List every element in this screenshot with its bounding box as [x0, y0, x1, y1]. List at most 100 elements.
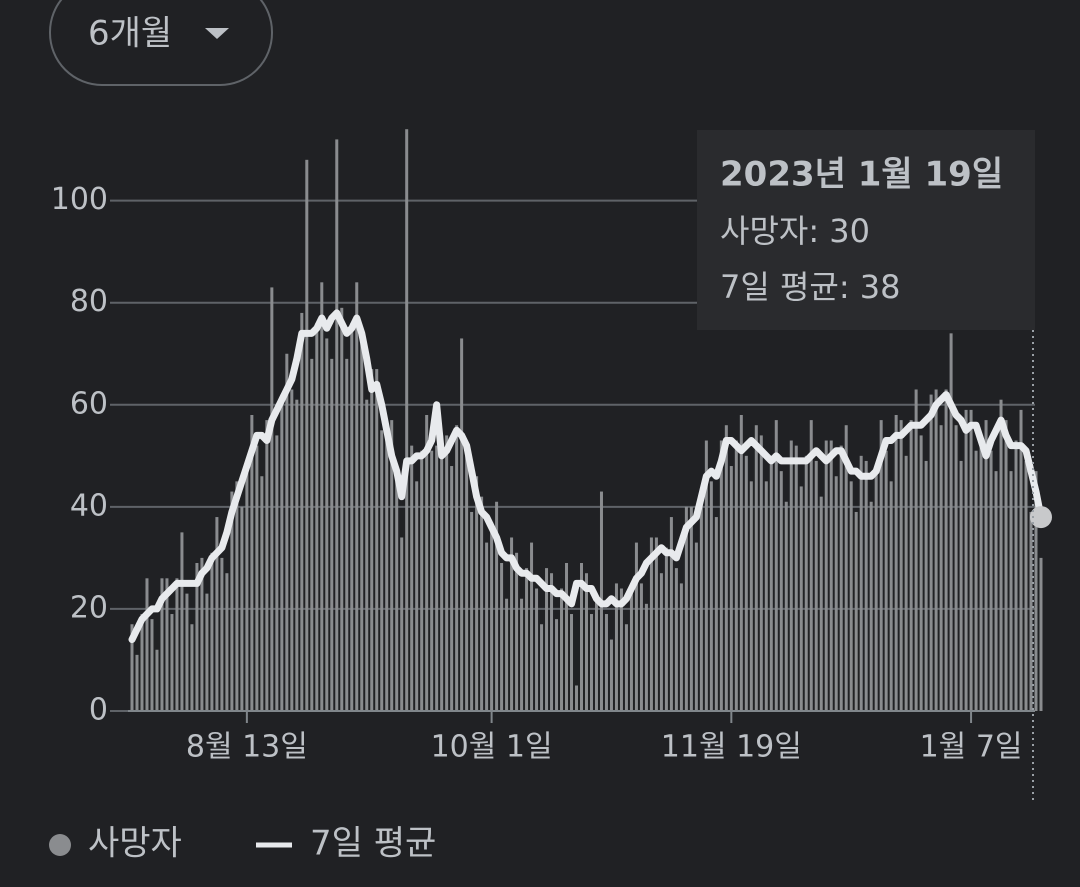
- bar: [1029, 511, 1033, 711]
- bar: [639, 583, 643, 711]
- bar: [350, 323, 354, 711]
- bar: [495, 501, 499, 711]
- bar: [1019, 409, 1023, 711]
- bar: [275, 435, 279, 711]
- bar: [475, 476, 479, 711]
- bar: [360, 343, 364, 711]
- bar: [1024, 460, 1028, 711]
- tooltip-line: 7일 평균: 38: [720, 268, 901, 306]
- bar: [799, 486, 803, 711]
- bar: [295, 399, 299, 711]
- bar: [1039, 557, 1043, 711]
- bar: [984, 420, 988, 711]
- selector-label[interactable]: 6개월: [88, 14, 172, 54]
- bar: [400, 537, 404, 711]
- y-tick-label: 20: [70, 590, 108, 625]
- bar: [180, 532, 184, 711]
- bar: [854, 511, 858, 711]
- bar: [589, 614, 593, 711]
- bar: [954, 425, 958, 711]
- bar: [450, 466, 454, 711]
- bar: [190, 624, 194, 711]
- bar: [270, 287, 274, 711]
- bar: [894, 415, 898, 711]
- bar: [130, 624, 134, 711]
- bar: [260, 476, 264, 711]
- bar: [934, 389, 938, 711]
- bar: [959, 460, 963, 711]
- bar: [664, 547, 668, 711]
- bar: [769, 455, 773, 711]
- bar: [749, 481, 753, 711]
- bar: [689, 506, 693, 711]
- bar: [480, 496, 484, 711]
- bar: [929, 394, 933, 711]
- bar: [804, 455, 808, 711]
- bar: [430, 450, 434, 711]
- range-selector[interactable]: 6개월: [49, 0, 273, 86]
- bar: [280, 394, 284, 711]
- bar: [669, 517, 673, 711]
- bar: [315, 323, 319, 711]
- bar: [739, 415, 743, 711]
- y-tick-label: 60: [70, 386, 108, 421]
- bar: [560, 588, 564, 711]
- bar: [719, 440, 723, 711]
- bar: [654, 537, 658, 711]
- selector-arrow[interactable]: [205, 28, 229, 39]
- bar: [535, 588, 539, 711]
- bar: [445, 435, 449, 711]
- bar: [1014, 440, 1018, 711]
- bar: [924, 460, 928, 711]
- bar: [874, 471, 878, 711]
- bar: [470, 511, 474, 711]
- bar: [215, 517, 219, 711]
- bar: [145, 578, 149, 711]
- bar: [465, 455, 469, 711]
- bar: [684, 506, 688, 711]
- bar: [390, 420, 394, 711]
- bar: [619, 588, 623, 711]
- bar: [460, 338, 464, 711]
- bar: [135, 654, 139, 711]
- bar: [789, 440, 793, 711]
- bar: [160, 578, 164, 711]
- bar: [899, 420, 903, 711]
- bar: [490, 522, 494, 711]
- bar: [624, 624, 628, 711]
- bar: [265, 420, 269, 711]
- bar: [385, 425, 389, 711]
- bar: [634, 542, 638, 711]
- bar: [829, 440, 833, 711]
- bar: [530, 542, 534, 711]
- selector-pill[interactable]: [49, 0, 273, 86]
- bar: [649, 537, 653, 711]
- bar: [889, 481, 893, 711]
- bar: [744, 455, 748, 711]
- bar: [505, 598, 509, 711]
- bar: [290, 389, 294, 711]
- bar: [520, 598, 524, 711]
- bar: [415, 481, 419, 711]
- bar: [155, 649, 159, 711]
- bar: [305, 159, 309, 712]
- bar: [500, 563, 504, 711]
- bar: [510, 537, 514, 711]
- bar: [545, 568, 549, 711]
- bar: [575, 685, 579, 711]
- bar: [939, 425, 943, 711]
- bar: [300, 312, 304, 711]
- bar: [864, 460, 868, 711]
- bar: [709, 481, 713, 711]
- tooltip-box: [697, 130, 1035, 330]
- bar: [809, 420, 813, 711]
- bar: [604, 614, 608, 711]
- bar: [949, 333, 953, 711]
- bar: [375, 369, 379, 711]
- bar: [540, 624, 544, 711]
- bar: [285, 353, 289, 711]
- bar: [944, 389, 948, 711]
- bar: [420, 450, 424, 711]
- bar: [170, 614, 174, 711]
